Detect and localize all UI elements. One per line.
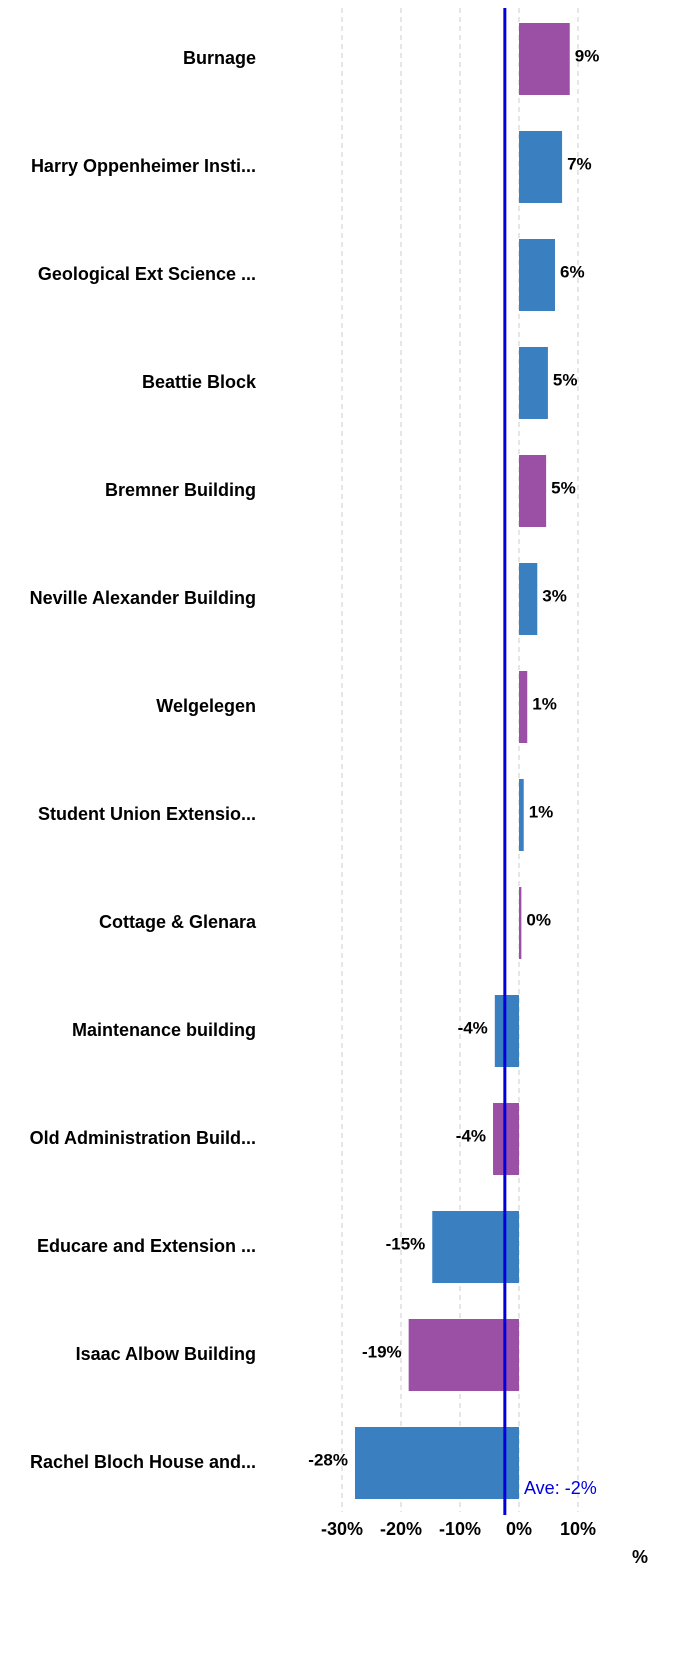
x-tick-label: 0% (506, 1519, 532, 1539)
category-label: Bremner Building (105, 480, 256, 500)
value-label: 3% (542, 586, 567, 605)
bar (494, 995, 519, 1067)
value-label: 6% (560, 262, 585, 281)
value-label: 0% (526, 910, 551, 929)
value-label: -4% (458, 1018, 488, 1037)
value-label: 5% (553, 370, 578, 389)
value-label: -28% (308, 1450, 348, 1469)
value-label: -15% (386, 1234, 426, 1253)
bar (519, 563, 538, 635)
x-tick-label: -10% (439, 1519, 481, 1539)
bar (519, 23, 570, 95)
bar (519, 887, 522, 959)
value-label: 1% (532, 694, 557, 713)
bar (408, 1319, 519, 1391)
category-label: Cottage & Glenara (99, 912, 257, 932)
bar (519, 347, 548, 419)
x-tick-label: 10% (560, 1519, 596, 1539)
bar (519, 455, 547, 527)
x-axis-label: % (632, 1547, 648, 1567)
x-tick-label: -20% (380, 1519, 422, 1539)
value-label: 5% (551, 478, 576, 497)
category-label: Maintenance building (72, 1020, 256, 1040)
bar (519, 671, 528, 743)
category-label: Harry Oppenheimer Insti... (31, 156, 256, 176)
category-label: Burnage (183, 48, 256, 68)
average-label: Ave: -2% (524, 1478, 597, 1498)
bar (519, 239, 555, 311)
value-label: 9% (575, 46, 600, 65)
category-label: Old Administration Build... (30, 1128, 256, 1148)
category-label: Student Union Extensio... (38, 804, 256, 824)
value-label: -19% (362, 1342, 402, 1361)
category-label: Neville Alexander Building (30, 588, 256, 608)
category-label: Rachel Bloch House and... (30, 1452, 256, 1472)
category-label: Educare and Extension ... (37, 1236, 256, 1256)
value-label: 1% (529, 802, 554, 821)
category-label: Welgelegen (156, 696, 256, 716)
x-tick-label: -30% (321, 1519, 363, 1539)
category-label: Beattie Block (142, 372, 257, 392)
category-label: Geological Ext Science ... (38, 264, 256, 284)
bar (519, 131, 563, 203)
bar (519, 779, 524, 851)
bar (354, 1427, 519, 1499)
value-label: 7% (567, 154, 592, 173)
value-label: -4% (456, 1126, 486, 1145)
category-label: Isaac Albow Building (76, 1344, 256, 1364)
